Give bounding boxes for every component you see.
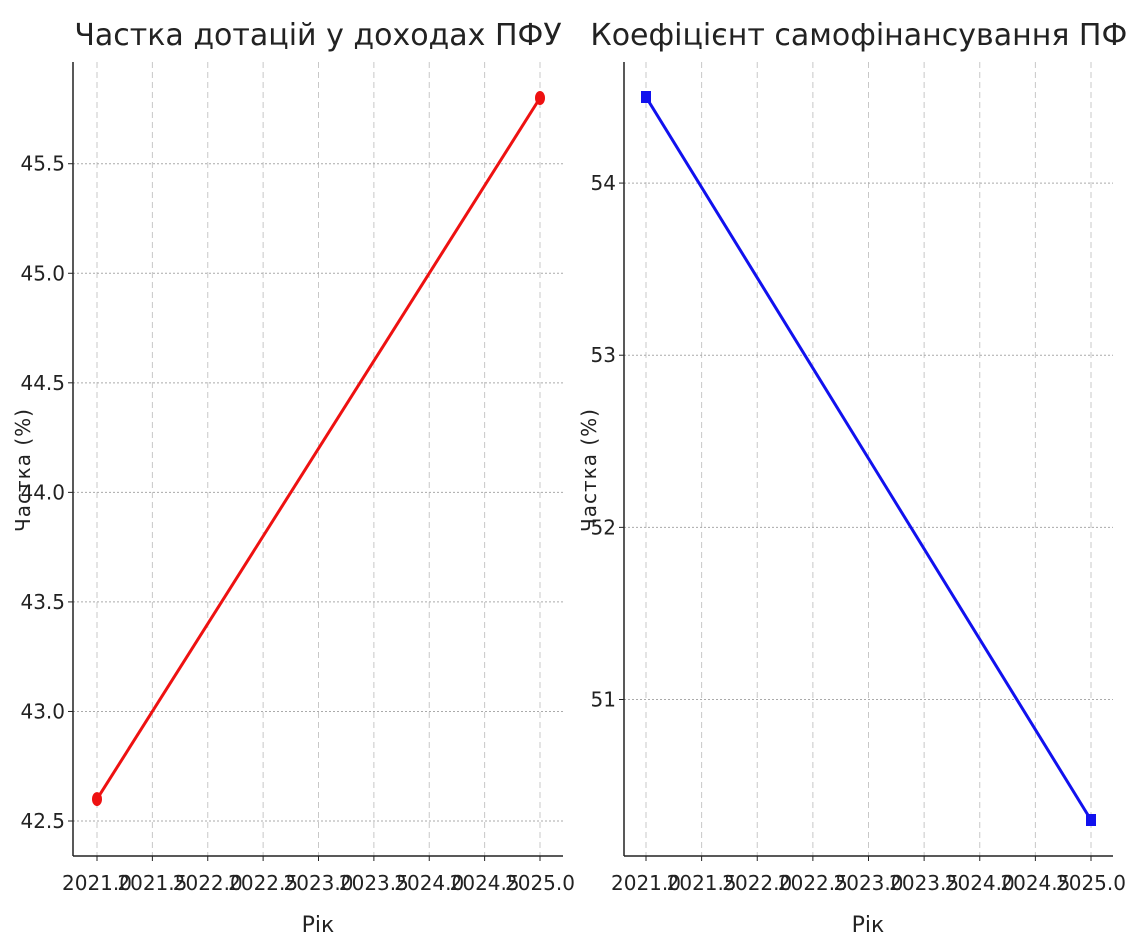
x-tick-label: 2023.5	[889, 871, 959, 895]
y-tick-label: 52	[591, 515, 616, 539]
chart-title: Коефіцієнт самофінансування ПФУ	[590, 18, 1127, 53]
data-point	[535, 91, 545, 105]
grid	[73, 62, 563, 856]
x-tick-label: 2021.0	[62, 871, 132, 895]
series-line	[644, 96, 1093, 821]
y-ticks: 42.5 43.0 43.5 44.0 44.5 45.0 45.5	[20, 152, 73, 833]
x-tick-label: 2021.5	[117, 871, 187, 895]
chart-dotation-share: Частка дотацій у доходах ПФУ Рік Частка …	[11, 18, 575, 938]
y-tick-label: 53	[591, 343, 616, 367]
x-tick-label: 2023.5	[339, 871, 409, 895]
x-tick-label: 2025.0	[1056, 871, 1126, 895]
x-tick-label: 2023.0	[834, 871, 904, 895]
data-point	[1086, 814, 1096, 826]
series	[641, 91, 1096, 826]
y-tick-label: 43.0	[20, 699, 65, 723]
x-tick-label: 2021.0	[611, 871, 681, 895]
y-tick-label: 44.5	[20, 371, 65, 395]
x-tick-label: 2022.0	[173, 871, 243, 895]
x-axis-label: Рік	[852, 913, 885, 938]
x-tick-label: 2024.0	[945, 871, 1015, 895]
x-ticks: 2021.02021.52022.02022.52023.02023.52024…	[611, 856, 1126, 895]
y-tick-label: 42.5	[20, 809, 65, 833]
y-tick-label: 43.5	[20, 590, 65, 614]
x-tick-label: 2024.5	[450, 871, 520, 895]
data-point	[641, 91, 651, 103]
y-tick-label: 44.0	[20, 480, 65, 504]
x-tick-label: 2024.0	[394, 871, 464, 895]
x-tick-label: 2021.5	[667, 871, 737, 895]
chart-title: Частка дотацій у доходах ПФУ	[74, 18, 561, 53]
y-tick-label: 54	[591, 171, 616, 195]
x-tick-label: 2023.0	[284, 871, 354, 895]
x-tick-label: 2025.0	[505, 871, 575, 895]
y-tick-label: 45.0	[20, 261, 65, 285]
x-ticks: 2021.02021.52022.02022.52023.02023.52024…	[62, 856, 575, 895]
y-axis-label: Частка (%)	[577, 408, 601, 532]
grid	[624, 62, 1113, 856]
series	[92, 91, 545, 807]
data-point	[92, 792, 102, 807]
x-tick-label: 2022.5	[228, 871, 298, 895]
y-axis-label: Частка (%)	[11, 408, 35, 532]
series-line	[95, 97, 542, 800]
y-tick-label: 51	[591, 688, 616, 712]
y-ticks: 51 52 53 54	[591, 171, 624, 712]
x-axis-label: Рік	[302, 913, 335, 938]
chart-self-financing: Коефіцієнт самофінансування ПФУ Рік Част…	[577, 18, 1127, 938]
x-tick-label: 2022.0	[722, 871, 792, 895]
x-tick-label: 2022.5	[778, 871, 848, 895]
y-tick-label: 45.5	[20, 152, 65, 176]
x-tick-label: 2024.5	[1000, 871, 1070, 895]
